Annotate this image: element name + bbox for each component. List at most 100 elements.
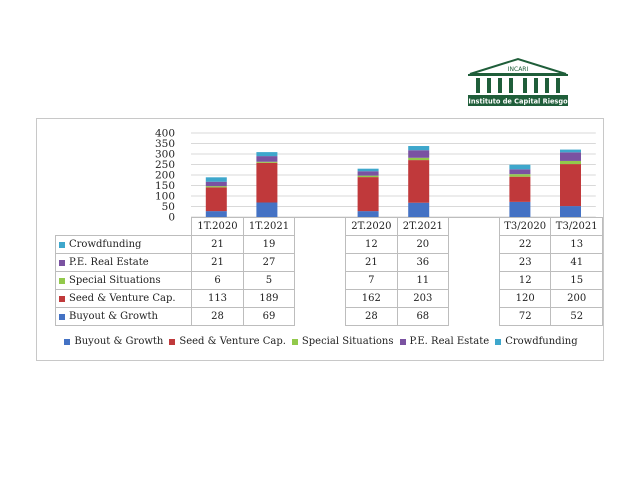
table-row-p-e-real-estate: P.E. Real Estate 21 27 21 36 23 41	[54, 253, 603, 272]
bars	[205, 146, 581, 217]
table-value: 68	[396, 307, 450, 326]
table-category-label: T3/2021	[550, 217, 603, 236]
table-value: 41	[550, 253, 603, 272]
y-tick-label: 400	[155, 128, 175, 140]
bar-crowdfunding	[357, 168, 379, 172]
y-tick-label: 300	[155, 149, 175, 161]
table-value: 7	[345, 271, 398, 290]
bar-buyout-growth	[560, 206, 581, 217]
table-row-seed-venture-cap: Seed & Venture Cap. 113 189 162 203 120 200	[54, 289, 603, 308]
legend-item-buyout-growth: Buyout & Growth	[64, 336, 163, 347]
y-tick-label: 50	[162, 201, 175, 213]
table-value: 27	[242, 253, 296, 272]
legend-swatch	[495, 338, 502, 345]
bar-seed-venture-cap	[357, 177, 379, 212]
table-value	[448, 271, 500, 290]
table-value	[294, 307, 347, 326]
bar-p-e-real-estate	[205, 181, 227, 187]
table-value: 52	[550, 307, 603, 326]
legend-swatch	[399, 338, 406, 345]
legend-swatch	[291, 338, 298, 345]
y-tick-label: 350	[155, 138, 175, 150]
legend-label: Crowdfunding	[505, 336, 578, 347]
table-value: 203	[396, 289, 450, 308]
table-series-label: P.E. Real Estate	[54, 253, 193, 272]
table-value: 21	[191, 253, 244, 272]
table-category-label: 2T.2021	[396, 217, 450, 236]
table-row-crowdfunding: Crowdfunding 21 19 12 20 22 13	[54, 235, 603, 254]
bar-special-situations	[357, 175, 379, 178]
series-name: Buyout & Growth	[69, 311, 158, 322]
bar-seed-venture-cap	[509, 176, 531, 202]
bar-seed-venture-cap	[205, 187, 227, 212]
legend-swatch	[59, 259, 65, 266]
bar-crowdfunding	[205, 177, 227, 182]
table-value	[294, 235, 347, 254]
y-tick-label: 0	[168, 212, 175, 224]
table-value: 162	[345, 289, 398, 308]
table-value	[448, 307, 500, 326]
table-value	[294, 271, 347, 290]
table-header-row: 1T.2020 1T.2021 2T.2020 2T.2021 T3/2020 T3/20…	[56, 217, 603, 236]
table-value: 69	[242, 307, 296, 326]
table-row-special-situations: Special Situations 6 5 7 11 12 15	[54, 271, 603, 290]
legend: Buyout & Growth Seed & Venture Cap. Specia…	[37, 336, 605, 347]
table-corner	[56, 218, 192, 236]
table-value: 22	[498, 235, 552, 254]
legend-swatch	[59, 241, 65, 248]
legend-swatch	[59, 313, 65, 320]
table-value: 20	[396, 235, 450, 254]
bar-buyout-growth	[205, 211, 227, 217]
table-value: 19	[242, 235, 296, 254]
table-value: 189	[242, 289, 296, 308]
table-value	[448, 235, 500, 254]
series-name: Special Situations	[69, 275, 161, 286]
data-table: 1T.2020 1T.2021 2T.2020 2T.2021 T3/2020 T3/20…	[54, 217, 603, 326]
table-category-label: T3/2020	[498, 217, 552, 236]
table-value: 28	[345, 307, 398, 326]
table-row-buyout-growth: Buyout & Growth 28 69 28 68 72 52	[54, 307, 603, 326]
bar-seed-venture-cap	[408, 160, 430, 203]
table-category-label: 2T.2020	[345, 217, 398, 236]
table-category-label: 1T.2021	[242, 217, 296, 236]
bar-special-situations	[256, 161, 278, 163]
table-series-label: Special Situations	[54, 271, 193, 290]
table-value: 120	[498, 289, 552, 308]
bar-crowdfunding	[509, 164, 531, 170]
table-value: 6	[191, 271, 244, 290]
bar-special-situations	[509, 174, 531, 177]
bar-buyout-growth	[408, 202, 430, 217]
legend-item-special-situations: Special Situations	[291, 336, 394, 347]
table-value	[448, 253, 500, 272]
y-tick-label: 100	[155, 191, 175, 203]
table-value: 21	[345, 253, 398, 272]
table-value	[448, 289, 500, 308]
legend-swatch	[169, 338, 176, 345]
table-value: 113	[191, 289, 244, 308]
legend-item-crowdfunding: Crowdfunding	[495, 336, 578, 347]
table-value: 13	[550, 235, 603, 254]
y-tick-label: 250	[155, 159, 175, 171]
table-value: 5	[242, 271, 296, 290]
bar-p-e-real-estate	[560, 152, 581, 161]
bar-seed-venture-cap	[560, 164, 581, 207]
table-category-label: 1T.2020	[191, 217, 244, 236]
bar-p-e-real-estate	[408, 150, 430, 158]
bar-seed-venture-cap	[256, 162, 278, 203]
chart-frame: 0 50 100 150 200 250 300 350 400 1T.2020 1T.2021 2…	[36, 118, 604, 361]
bar-buyout-growth	[357, 211, 379, 217]
table-value: 11	[396, 271, 450, 290]
table-series-label: Seed & Venture Cap.	[54, 289, 193, 308]
bar-crowdfunding	[256, 152, 278, 157]
table-value: 36	[396, 253, 450, 272]
table-category-label	[294, 217, 347, 236]
table-value	[294, 253, 347, 272]
legend-label: Buyout & Growth	[74, 336, 164, 347]
table-value: 12	[345, 235, 398, 254]
legend-label: Special Situations	[301, 336, 394, 347]
y-tick-label: 200	[155, 170, 175, 182]
table-value: 72	[498, 307, 552, 326]
table-value	[294, 289, 347, 308]
